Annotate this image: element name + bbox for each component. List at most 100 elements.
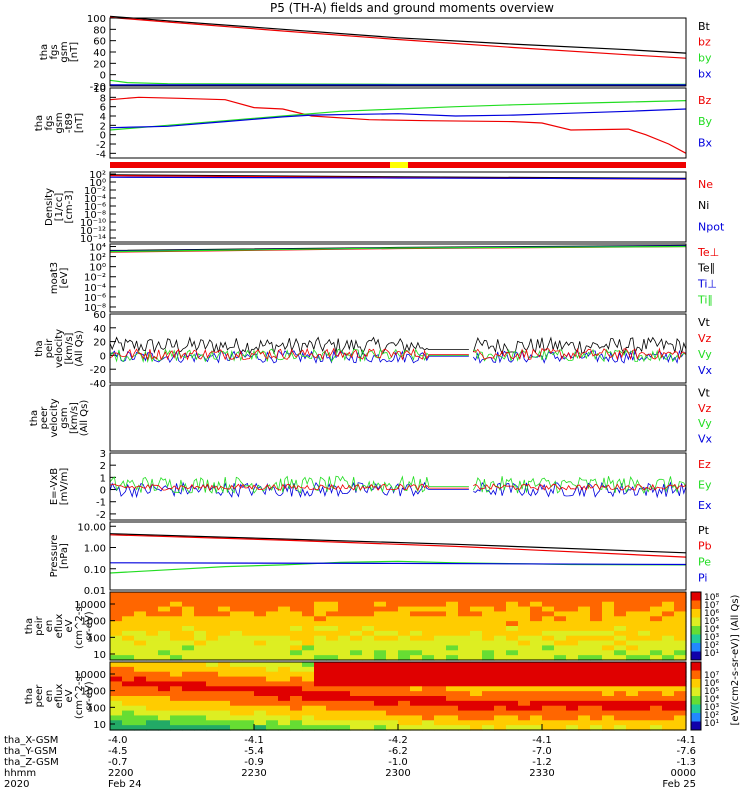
colorbar-tick-label: 10⁷ bbox=[704, 601, 719, 611]
heatmap-cell bbox=[326, 606, 339, 613]
heatmap-cell bbox=[410, 705, 423, 712]
heatmap-cell bbox=[566, 611, 579, 617]
heatmap-cell bbox=[398, 705, 411, 712]
heatmap-cell bbox=[410, 696, 423, 702]
heatmap-cell bbox=[374, 696, 387, 702]
heatmap-cell bbox=[434, 596, 447, 603]
heatmap-cell bbox=[362, 640, 375, 647]
heatmap-cell bbox=[362, 666, 375, 673]
xaxis-row-value: 2200 bbox=[108, 768, 133, 779]
heatmap-cell bbox=[566, 655, 579, 661]
ytick-label: 1000 bbox=[81, 617, 106, 628]
heatmap-cell bbox=[326, 635, 339, 642]
heatmap-cell bbox=[542, 676, 555, 683]
heatmap-cell bbox=[338, 616, 351, 622]
heatmap-cell bbox=[650, 592, 663, 598]
heatmap-cell bbox=[602, 725, 615, 731]
heatmap-cell bbox=[134, 671, 147, 678]
heatmap-cell bbox=[110, 611, 123, 617]
heatmap-cell bbox=[158, 715, 171, 721]
heatmap-cell bbox=[530, 725, 543, 731]
heatmap-cell bbox=[650, 616, 663, 622]
heatmap-cell bbox=[314, 681, 327, 687]
heatmap-cell bbox=[518, 640, 531, 647]
heatmap-cell bbox=[122, 596, 135, 603]
heatmap-cell bbox=[170, 710, 183, 717]
heatmap-cell bbox=[626, 691, 639, 697]
heatmap-cell bbox=[482, 696, 495, 702]
heatmap-cell bbox=[518, 700, 531, 707]
panel-ylabel: velocity bbox=[49, 398, 60, 437]
heatmap-cell bbox=[398, 592, 411, 598]
heatmap-cell bbox=[458, 725, 471, 731]
xaxis-row-value: -7.6 bbox=[676, 746, 696, 757]
colorbar-tick-label: 10⁵ bbox=[704, 617, 719, 627]
heatmap-cell bbox=[218, 626, 231, 632]
heatmap-cell bbox=[242, 676, 255, 683]
panel-frame bbox=[109, 171, 687, 243]
heatmap-cell bbox=[434, 650, 447, 656]
heatmap-cell bbox=[554, 630, 567, 637]
heatmap-cell bbox=[422, 700, 435, 707]
heatmap-cell bbox=[422, 645, 435, 651]
heatmap-cell bbox=[146, 681, 159, 687]
heatmap-cell bbox=[506, 616, 519, 622]
heatmap-cell bbox=[506, 606, 519, 613]
colorbar-step bbox=[691, 713, 701, 722]
heatmap-cell bbox=[194, 700, 207, 707]
heatmap-cell bbox=[494, 630, 507, 637]
heatmap-cell bbox=[542, 596, 555, 603]
panel-frame bbox=[109, 452, 687, 521]
heatmap-cell bbox=[278, 592, 291, 598]
ytick-label: 0.01 bbox=[84, 586, 106, 597]
heatmap-cell bbox=[458, 596, 471, 603]
heatmap-cell bbox=[362, 676, 375, 683]
heatmap-cell bbox=[638, 655, 651, 661]
heatmap-cell bbox=[302, 635, 315, 642]
heatmap-cell bbox=[626, 616, 639, 622]
heatmap-cell bbox=[434, 710, 447, 717]
heatmap-cell bbox=[626, 621, 639, 627]
heatmap-cell bbox=[182, 655, 195, 661]
heatmap-cell bbox=[362, 630, 375, 637]
heatmap-cell bbox=[446, 720, 459, 726]
heatmap-cell bbox=[566, 700, 579, 707]
heatmap-cell bbox=[314, 611, 327, 617]
colorbar-label: [eV/(cm2-s-sr-eV)] (All Qs) bbox=[730, 594, 741, 725]
ytick-label: 20 bbox=[93, 338, 106, 349]
heatmap-cell bbox=[470, 681, 483, 687]
heatmap-cell bbox=[530, 650, 543, 656]
heatmap-cell bbox=[170, 720, 183, 726]
heatmap-cell bbox=[182, 681, 195, 687]
heatmap-cell bbox=[146, 676, 159, 683]
heatmap-cell bbox=[326, 640, 339, 647]
heatmap-cell bbox=[350, 696, 363, 702]
heatmap-cell bbox=[194, 616, 207, 622]
heatmap-cell bbox=[650, 650, 663, 656]
heatmap-cell bbox=[278, 686, 291, 692]
xaxis-row-value: -1.0 bbox=[388, 757, 408, 768]
heatmap-cell bbox=[158, 616, 171, 622]
panel-ylabel: (All Qs) bbox=[79, 400, 90, 437]
xaxis-row-label: tha_X-GSM bbox=[4, 735, 58, 746]
heatmap-cell bbox=[254, 691, 267, 697]
heatmap-cell bbox=[158, 671, 171, 678]
heatmap-cell bbox=[578, 596, 591, 603]
ytick-label: 60 bbox=[93, 310, 106, 321]
heatmap-cell bbox=[374, 635, 387, 642]
heatmap-cell bbox=[566, 705, 579, 712]
heatmap-cell bbox=[578, 601, 591, 608]
heatmap-cell bbox=[182, 592, 195, 598]
heatmap-cell bbox=[158, 635, 171, 642]
heatmap-cell bbox=[398, 626, 411, 632]
heatmap-cell bbox=[350, 676, 363, 683]
heatmap-cell bbox=[362, 626, 375, 632]
heatmap-cell bbox=[146, 725, 159, 731]
heatmap-cell bbox=[578, 671, 591, 678]
heatmap-cell bbox=[470, 626, 483, 632]
heatmap-cell bbox=[374, 700, 387, 707]
heatmap-cell bbox=[422, 626, 435, 632]
heatmap-cell bbox=[230, 676, 243, 683]
panel-ylabel: peer bbox=[39, 406, 50, 430]
heatmap-cell bbox=[638, 676, 651, 683]
